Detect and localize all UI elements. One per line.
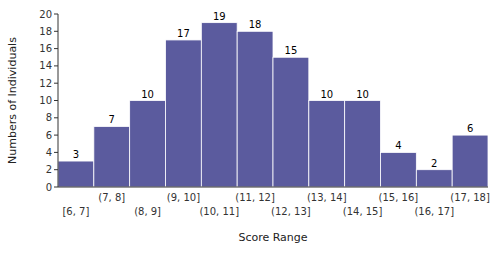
y-tick-label: 8 bbox=[46, 112, 52, 123]
y-tick-label: 16 bbox=[39, 43, 52, 54]
data-label: 7 bbox=[109, 114, 115, 125]
bars bbox=[58, 23, 488, 187]
data-label: 19 bbox=[213, 11, 226, 22]
x-tick-label: (17, 18] bbox=[450, 192, 490, 203]
y-tick-label: 10 bbox=[39, 95, 52, 106]
y-tick bbox=[54, 187, 58, 188]
x-tick-label: (10, 11] bbox=[199, 206, 239, 217]
bar bbox=[58, 161, 94, 187]
y-tick-label: 14 bbox=[39, 60, 52, 71]
y-axis-label: Numbers of Individuals bbox=[6, 37, 19, 164]
bar bbox=[452, 135, 488, 187]
y-tick-label: 12 bbox=[39, 78, 52, 89]
data-label: 17 bbox=[177, 28, 190, 39]
bar bbox=[166, 40, 202, 187]
x-tick-label: (14, 15] bbox=[343, 206, 383, 217]
y-tick-label: 20 bbox=[39, 9, 52, 20]
y-tick bbox=[54, 117, 58, 118]
data-label: 6 bbox=[467, 123, 473, 134]
x-tick-label: (11, 12] bbox=[235, 192, 275, 203]
bar bbox=[416, 170, 452, 187]
x-tick-label: (9, 10] bbox=[167, 192, 200, 203]
x-tick-label: (12, 13] bbox=[271, 206, 311, 217]
data-label: 3 bbox=[73, 149, 79, 160]
data-label: 4 bbox=[395, 140, 401, 151]
y-tick bbox=[54, 48, 58, 49]
y-tick-label: 4 bbox=[46, 147, 52, 158]
y-tick bbox=[54, 83, 58, 84]
bar bbox=[345, 101, 381, 188]
data-label: 10 bbox=[141, 89, 154, 100]
bar bbox=[381, 152, 417, 187]
bar bbox=[201, 23, 237, 187]
y-tick bbox=[54, 135, 58, 136]
bar bbox=[130, 101, 166, 188]
data-label: 18 bbox=[249, 19, 262, 30]
chart-svg: 3 7 10 17 19 18 15 10 10 4 2 6 0 2 4 6 8 10 12 14 16 18 20 [6, … bbox=[0, 0, 500, 259]
chart-container: 3 7 10 17 19 18 15 10 10 4 2 6 0 2 4 6 8 10 12 14 16 18 20 [6, … bbox=[0, 0, 500, 259]
data-label: 10 bbox=[356, 89, 369, 100]
y-tick bbox=[54, 65, 58, 66]
x-tick-label: (16, 17] bbox=[414, 206, 454, 217]
bar bbox=[94, 126, 130, 187]
y-tick bbox=[54, 31, 58, 32]
x-tick-label: [6, 7] bbox=[62, 206, 89, 217]
x-axis-line bbox=[58, 187, 488, 188]
data-label: 10 bbox=[320, 89, 333, 100]
data-label: 15 bbox=[285, 45, 298, 56]
bar bbox=[237, 31, 273, 187]
x-tick-label: (13, 14] bbox=[307, 192, 347, 203]
y-tick bbox=[54, 14, 58, 15]
y-tick bbox=[54, 169, 58, 170]
x-axis-label: Score Range bbox=[238, 231, 307, 244]
y-tick-label: 0 bbox=[46, 182, 52, 193]
bar bbox=[309, 101, 345, 188]
data-label: 2 bbox=[431, 158, 437, 169]
y-tick-label: 18 bbox=[39, 26, 52, 37]
y-tick-label: 2 bbox=[46, 164, 52, 175]
bar bbox=[273, 57, 309, 187]
x-tick-label: (8, 9] bbox=[134, 206, 161, 217]
y-tick-label: 6 bbox=[46, 130, 52, 141]
x-tick-label: (7, 8] bbox=[98, 192, 125, 203]
y-tick bbox=[54, 152, 58, 153]
y-tick bbox=[54, 100, 58, 101]
x-tick-label: (15, 16] bbox=[379, 192, 419, 203]
